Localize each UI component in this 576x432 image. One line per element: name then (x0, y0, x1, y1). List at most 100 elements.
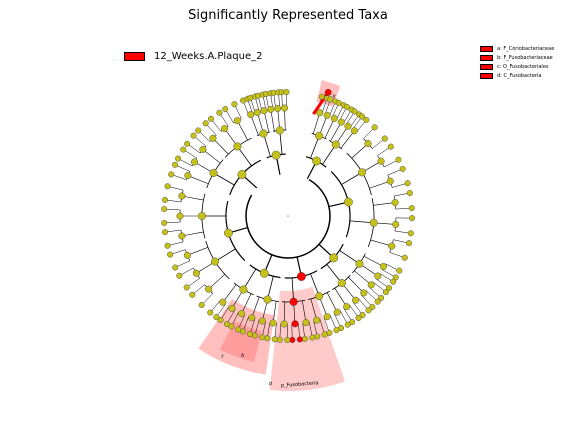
genus-node (333, 327, 340, 334)
genus-node (180, 146, 187, 153)
genus-node (369, 303, 376, 310)
genus-node (162, 229, 169, 236)
clade-label-d: d (268, 381, 272, 387)
genus-node (314, 333, 321, 340)
family-node (343, 303, 351, 311)
genus-node (183, 284, 190, 291)
genus-node (172, 161, 179, 168)
family-node (392, 220, 400, 228)
tree-edge (222, 284, 237, 303)
tree-edge (272, 301, 277, 324)
genus-node (335, 99, 342, 106)
genus-node (189, 291, 196, 298)
class-legend-swatch (124, 52, 145, 61)
genus-node (318, 93, 325, 100)
genus-node (223, 320, 230, 327)
taxa-legend-entry: d: C_Fusobacteria (480, 71, 554, 80)
tree-edge (267, 276, 274, 300)
tree-edge (349, 220, 374, 224)
class-node (263, 295, 272, 304)
genus-node (363, 116, 370, 123)
tree-edge (208, 274, 225, 290)
family-node (291, 320, 299, 328)
class-node (358, 168, 367, 177)
cladogram-nodes (161, 88, 415, 343)
family-node (209, 134, 217, 142)
genus-node (365, 307, 372, 314)
clade-label-b: b (240, 352, 245, 359)
phylum-node (237, 170, 247, 179)
genus-node (176, 272, 183, 279)
genus-node (168, 171, 175, 178)
genus-node (321, 331, 328, 338)
tree-edge (330, 121, 342, 142)
class-node (337, 279, 346, 288)
taxa-legend-entry: a: F_Coriobacteriaceae (480, 44, 554, 53)
family-node (374, 272, 382, 280)
genus-node (385, 285, 392, 292)
class-node (197, 211, 206, 220)
genus-node (395, 156, 402, 163)
class-node (275, 126, 284, 135)
phylum-node (344, 197, 353, 207)
tree-edge (302, 300, 307, 323)
genus-node (283, 89, 290, 96)
family-node (379, 263, 387, 271)
genus-node (382, 289, 389, 296)
tree-edge (241, 293, 252, 314)
tree-edge (237, 120, 248, 141)
tree-edge (348, 277, 365, 294)
tree-edge (181, 195, 204, 201)
tree-edge (334, 288, 347, 307)
tree-edge (263, 110, 270, 133)
phylum-node (224, 228, 233, 238)
tree-edge (212, 138, 229, 155)
tree-edge (351, 143, 369, 159)
tree-edge (202, 149, 221, 164)
tree-edge (181, 231, 204, 237)
family-node (178, 192, 186, 200)
genus-node (301, 335, 308, 342)
class-node (315, 292, 324, 301)
tree-edge (310, 273, 320, 297)
tree-edge (340, 130, 355, 149)
tree-edge (373, 202, 396, 206)
family-node (205, 285, 213, 293)
tree-edge (363, 255, 384, 267)
genus-node (374, 298, 381, 305)
family-node (253, 108, 261, 116)
genus-node (406, 190, 413, 197)
phylum-node (259, 268, 269, 278)
genus-node (207, 309, 214, 316)
class-node (239, 285, 248, 294)
class-node (331, 140, 340, 149)
family-node (316, 109, 324, 117)
clade-label-phylum: p_Fusobacteria (281, 380, 319, 389)
genus-node (309, 334, 316, 341)
genus-node (390, 278, 397, 285)
genus-node (276, 336, 283, 343)
family-node (344, 122, 352, 130)
family-node (178, 232, 186, 240)
tree-edge (324, 118, 335, 139)
genus-node (164, 183, 171, 190)
class-node (355, 259, 364, 268)
family-node (367, 281, 375, 289)
genus-node (195, 127, 202, 134)
family-node (333, 308, 341, 316)
genus-node (259, 334, 266, 341)
family-node (391, 199, 399, 207)
genus-node (184, 140, 191, 147)
family-node (228, 304, 236, 312)
family-node (233, 117, 241, 125)
tree-edge (187, 247, 209, 256)
genus-node (175, 155, 182, 162)
taxa-legend-swatch (480, 63, 493, 70)
taxa-legend-swatch (480, 54, 493, 61)
genus-node (271, 336, 278, 343)
family-node (388, 242, 396, 250)
genus-node (344, 321, 351, 328)
tree-edge (326, 292, 338, 313)
genus-node (207, 115, 214, 122)
class-legend: 12_Weeks.A.Plaque_2 (124, 51, 263, 62)
